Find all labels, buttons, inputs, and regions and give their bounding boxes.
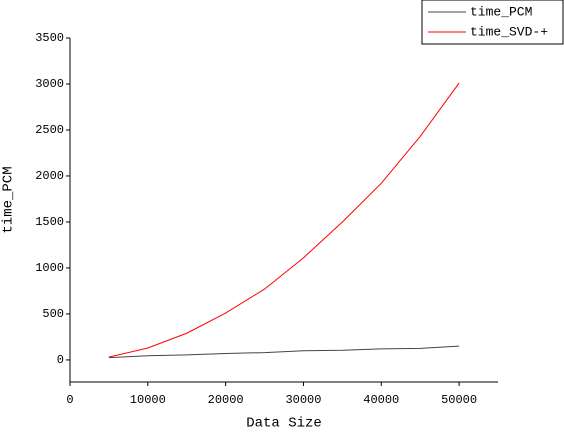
y-tick-label: 3500 — [35, 31, 64, 45]
y-tick-label: 500 — [42, 307, 64, 321]
x-axis-label: Data Size — [246, 416, 322, 430]
legend-label: time_SVD-+ — [470, 24, 548, 39]
y-axis-label: time_PCM — [1, 166, 17, 233]
y-tick-label: 1000 — [35, 261, 64, 275]
x-tick-label: 20000 — [208, 393, 244, 407]
legend-box — [421, 0, 564, 45]
series-line — [108, 345, 460, 359]
y-tick-label: 0 — [57, 353, 64, 367]
y-tick-label: 1500 — [35, 215, 64, 229]
x-tick-label: 50000 — [441, 393, 477, 407]
y-tick-label: 3000 — [35, 77, 64, 91]
y-tick-label: 2000 — [35, 169, 64, 183]
x-tick-label: 10000 — [130, 393, 166, 407]
legend-label: time_PCM — [470, 4, 532, 19]
series-line — [108, 82, 460, 358]
x-tick-label: 0 — [66, 393, 73, 407]
x-tick-label: 40000 — [363, 393, 399, 407]
y-tick-label: 2500 — [35, 123, 64, 137]
x-tick-label: 30000 — [285, 393, 321, 407]
